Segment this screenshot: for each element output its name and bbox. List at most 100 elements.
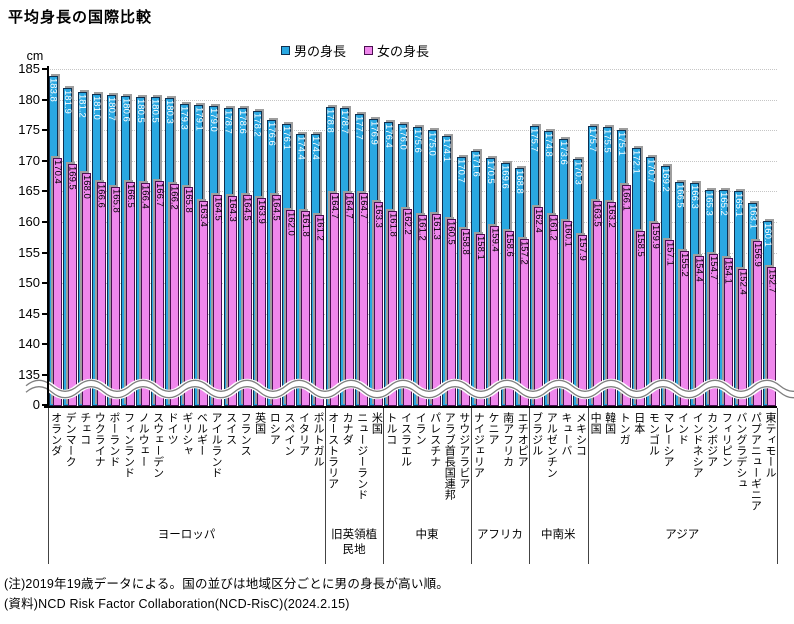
male-value-label: 179.1	[193, 107, 205, 131]
x-label-スペイン: スペイン	[282, 412, 295, 456]
female-bar-アイルランド	[213, 194, 223, 406]
female-bar-サウジアラビア	[461, 229, 471, 406]
y-tick-mark	[42, 68, 48, 70]
x-label-デンマーク: デンマーク	[64, 412, 77, 467]
y-tick-mark	[42, 221, 48, 223]
female-bar-パレスチナ	[432, 214, 442, 406]
female-bar-ロシア	[271, 194, 281, 406]
x-label-パプアニューギニア: パプアニューギニア	[749, 412, 762, 511]
female-bar-ドイツ	[169, 184, 179, 406]
x-axis-line	[44, 406, 777, 408]
y-tick-mark	[42, 312, 48, 315]
note-line-1: (注)2019年19歳データによる。国の並びは地域区分ごとに男の身長が高い順。	[4, 577, 449, 591]
x-label-トンガ: トンガ	[618, 412, 631, 445]
female-bar-ニュージーランド	[359, 193, 369, 406]
x-label-スイス: スイス	[224, 412, 237, 445]
male-value-label: 170.3	[572, 161, 584, 185]
female-value-label: 162.0	[285, 211, 297, 236]
male-value-label: 165.2	[718, 192, 730, 216]
male-value-label: 183.8	[47, 78, 59, 103]
region-label-アジア: アジア	[588, 528, 778, 543]
female-bar-ベルギー	[198, 201, 208, 406]
female-value-label: 166.4	[139, 184, 151, 209]
female-bar-南アフリカ	[505, 230, 514, 406]
x-label-サウジアラビア: サウジアラビア	[457, 412, 470, 489]
male-value-label: 176.0	[397, 126, 409, 150]
male-value-label: 170.7	[645, 158, 657, 183]
y-tick-label: 180	[18, 91, 40, 107]
legend-male-label: 男の身長	[294, 44, 347, 59]
female-bar-モンゴル	[650, 222, 660, 406]
x-label-韓国: 韓国	[603, 412, 616, 434]
female-value-label: 168.0	[81, 175, 93, 199]
y-tick-label: 150	[18, 275, 40, 291]
female-bar-キューバ	[563, 221, 573, 406]
female-bar-米国	[373, 201, 383, 406]
y-tick-mark	[42, 282, 48, 285]
female-bar-英国	[257, 198, 267, 406]
region-separator	[777, 408, 778, 564]
gridline-180	[48, 99, 777, 101]
male-value-label: 175.5	[601, 129, 613, 153]
female-value-label: 166.7	[154, 183, 166, 207]
female-value-label: 170.4	[52, 160, 63, 185]
x-label-ニュージーランド: ニュージーランド	[355, 412, 368, 500]
region-label-text: ヨーロッパ	[157, 529, 216, 541]
gridline-170	[48, 160, 777, 162]
female-bar-フィンランド	[125, 182, 135, 406]
x-label-中国: 中国	[589, 412, 602, 434]
region-separator	[48, 408, 49, 564]
legend: 男の身長 女の身長	[281, 41, 429, 60]
male-value-label: 176.4	[382, 123, 394, 148]
male-value-label: 180.5	[135, 98, 146, 123]
x-label-スウェーデン: スウェーデン	[151, 412, 164, 478]
gridline-175	[48, 130, 777, 132]
female-bar-韓国	[607, 202, 616, 406]
female-value-label: 154.1	[722, 260, 734, 284]
female-value-label: 163.4	[197, 203, 209, 227]
axis-break-wave-line	[25, 386, 794, 399]
y-tick-label: 145	[18, 305, 40, 321]
male-value-label: 169.2	[659, 167, 671, 192]
x-label-フィンランド: フィンランド	[122, 412, 135, 478]
y-tick-label: 140	[18, 336, 40, 352]
y-tick-label: 0	[32, 397, 40, 412]
x-label-アラブ首長国連邦: アラブ首長国連邦	[443, 412, 456, 500]
legend-item-male: 男の身長	[281, 41, 346, 60]
female-bar-トンガ	[621, 184, 631, 406]
female-value-label: 164.3	[227, 197, 238, 222]
y-tick-mark	[42, 374, 48, 376]
female-value-label: 158.5	[635, 233, 647, 257]
male-value-label: 175.1	[616, 131, 628, 156]
male-value-label: 178.7	[339, 109, 351, 134]
x-label-アイルランド: アイルランド	[209, 412, 222, 478]
male-value-label: 180.7	[105, 97, 117, 122]
y-tick-mark	[42, 98, 48, 101]
x-label-英国: 英国	[253, 412, 266, 434]
male-value-label: 160.1	[761, 223, 773, 248]
female-value-label: 163.5	[591, 202, 603, 227]
female-value-label: 157.2	[518, 241, 530, 265]
female-bar-インドネシア	[694, 256, 704, 406]
female-value-label: 158.6	[504, 232, 515, 257]
axis-break-wave-line	[25, 379, 794, 392]
female-value-label: 152.7	[766, 268, 778, 293]
female-value-label: 164.5	[270, 196, 282, 221]
female-bar-フランス	[242, 194, 252, 406]
x-label-トルコ: トルコ	[384, 412, 397, 445]
region-separator	[325, 408, 326, 564]
female-bar-トルコ	[388, 211, 398, 406]
female-bar-スウェーデン	[155, 181, 165, 406]
female-value-label: 161.3	[431, 216, 443, 240]
female-bar-ケニア	[490, 225, 500, 406]
chart-title: 平均身長の国際比較	[8, 9, 153, 26]
x-label-オランダ: オランダ	[49, 412, 62, 456]
female-bar-エチオピア	[519, 239, 529, 406]
female-bar-ポルトガル	[315, 214, 325, 406]
x-label-南アフリカ: 南アフリカ	[501, 412, 514, 467]
gridline-140	[48, 344, 777, 346]
female-value-label: 165.8	[183, 188, 195, 213]
male-value-label: 175.6	[412, 128, 423, 153]
male-value-label: 181.9	[62, 90, 74, 114]
female-value-label: 164.7	[358, 195, 370, 219]
